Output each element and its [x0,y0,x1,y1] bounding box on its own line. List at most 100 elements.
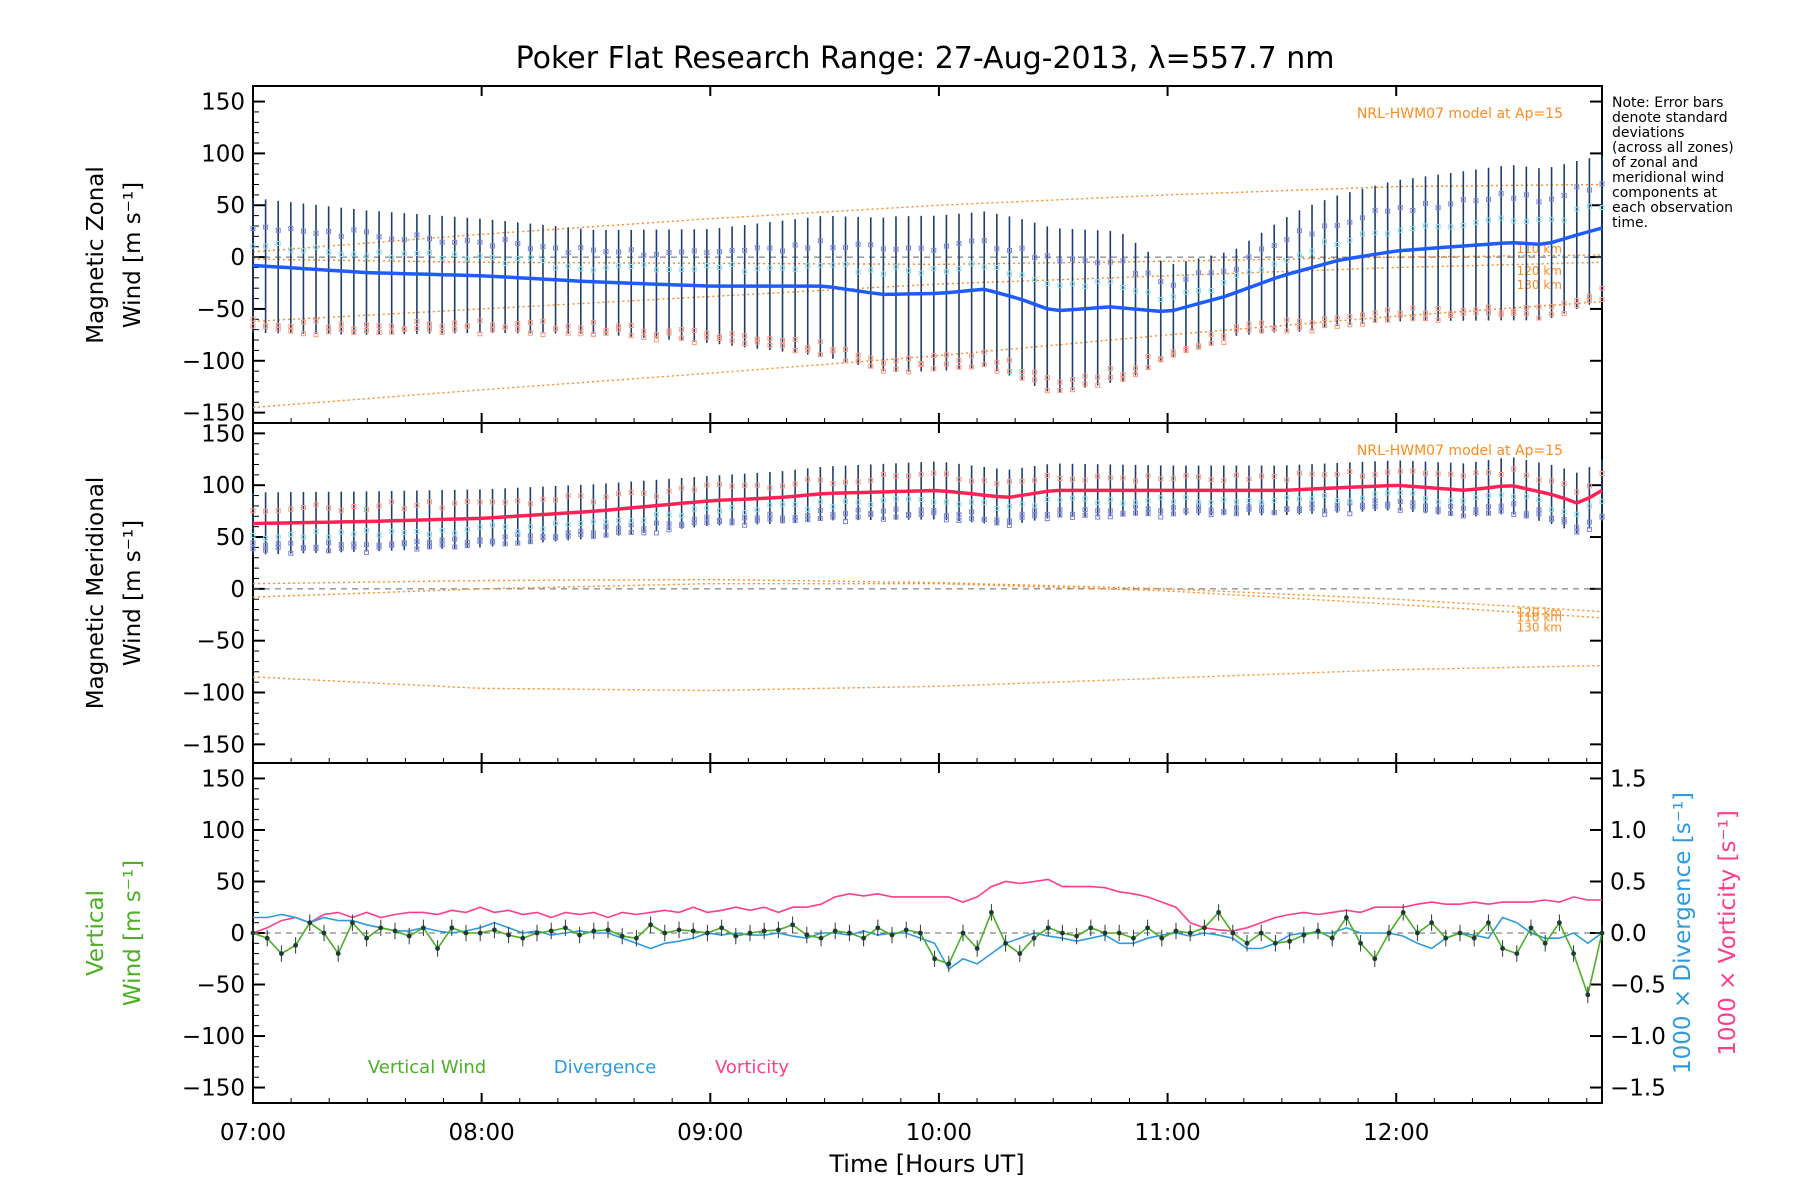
zone-marker [943,269,949,275]
zone-marker [1082,258,1088,264]
zone-marker [527,330,533,336]
vertical-wind-point [1344,915,1349,920]
zone-marker [880,497,886,503]
zone-marker [401,506,407,512]
zone-marker [616,323,622,329]
zone-marker [300,319,306,325]
vertical-wind-point [1003,940,1008,946]
zone-marker [565,522,571,528]
zone-marker [653,267,659,273]
vertical-wind-point [321,930,327,936]
zone-marker [1145,365,1151,371]
zone-marker [843,479,849,485]
zone-marker [1246,504,1252,510]
zone-marker [767,245,773,251]
zone-marker [1246,269,1252,275]
zone-marker [792,336,798,342]
zone-marker [969,261,975,267]
vertical-wind-point [350,920,355,926]
vertical-wind-point [1273,940,1278,946]
zone-marker [666,328,672,334]
zone-marker [1019,501,1025,507]
zone-marker [1120,258,1126,264]
zone-marker [1107,508,1113,514]
zone-marker [1536,315,1542,321]
zone-marker [868,267,874,273]
zone-marker [1435,317,1441,323]
vorticity-line [252,878,1602,934]
vertical-wind-point [335,951,341,957]
zone-marker [1095,500,1101,506]
zone-marker [338,326,344,332]
zone-marker [830,514,836,520]
zone-marker [653,493,659,499]
zone-marker [1486,510,1492,516]
zone-marker [1498,310,1504,316]
zone-marker [1069,476,1075,482]
zone-marker [590,530,596,536]
zone-marker [880,508,886,514]
zone-marker [1574,529,1580,535]
vertical-wind-point [591,928,597,934]
zone-marker [691,506,697,512]
zone-marker [1082,496,1088,502]
zone-marker [1435,471,1441,477]
zone-marker [805,507,811,513]
zone-marker [742,247,748,253]
zone-marker [1158,296,1164,302]
zone-marker [1574,511,1580,517]
zone-marker [452,500,458,506]
zone-marker [1359,312,1365,318]
zone-marker [1549,515,1555,521]
zone-marker [376,544,382,550]
zone-marker [893,514,899,520]
y-tick-label: 50 [216,869,245,895]
zone-marker [263,542,269,548]
zone-marker [363,328,369,334]
zone-marker [1473,198,1479,204]
zone-marker [1133,288,1139,294]
vertical-wind-point [392,928,398,934]
zone-marker [376,323,382,329]
zone-marker [477,253,483,259]
zone-marker [527,524,533,530]
zone-marker [527,539,533,545]
vertical-wind-point [932,956,937,962]
vertical-wind-point [1457,930,1463,936]
zone-marker [603,327,609,333]
zone-marker [1410,490,1416,496]
zone-marker [767,265,773,271]
zone-marker [1183,473,1189,479]
zone-marker [754,336,760,342]
zone-marker [1133,499,1139,505]
zone-marker [363,507,369,513]
zone-marker [1397,313,1403,319]
zone-marker [628,263,634,269]
zone-marker [767,485,773,491]
zone-marker [666,527,672,533]
zone-marker [590,267,596,273]
zone-marker [1208,507,1214,513]
zone-marker [855,514,861,520]
note-line: each observation [1612,200,1734,216]
zone-marker [1259,267,1265,273]
zone-marker [855,352,861,358]
zone-marker [893,264,899,270]
x-tick-label: 12:00 [1363,1120,1429,1146]
zone-marker [780,337,786,343]
zone-marker [1309,501,1315,507]
zone-marker [1574,524,1580,530]
zone-marker [275,227,281,233]
zone-marker [1259,508,1265,514]
zone-marker [679,327,685,333]
zone-marker [1208,500,1214,506]
zone-marker [1057,283,1063,289]
zonal-model-caption: NRL-HWM07 model at Ap=15 [1357,106,1563,122]
zone-marker [1233,499,1239,505]
zone-marker [729,483,735,489]
zone-marker [1069,376,1075,382]
zone-marker [855,241,861,247]
zone-marker [1586,526,1592,532]
zone-marker [389,329,395,335]
zone-marker [326,540,332,546]
